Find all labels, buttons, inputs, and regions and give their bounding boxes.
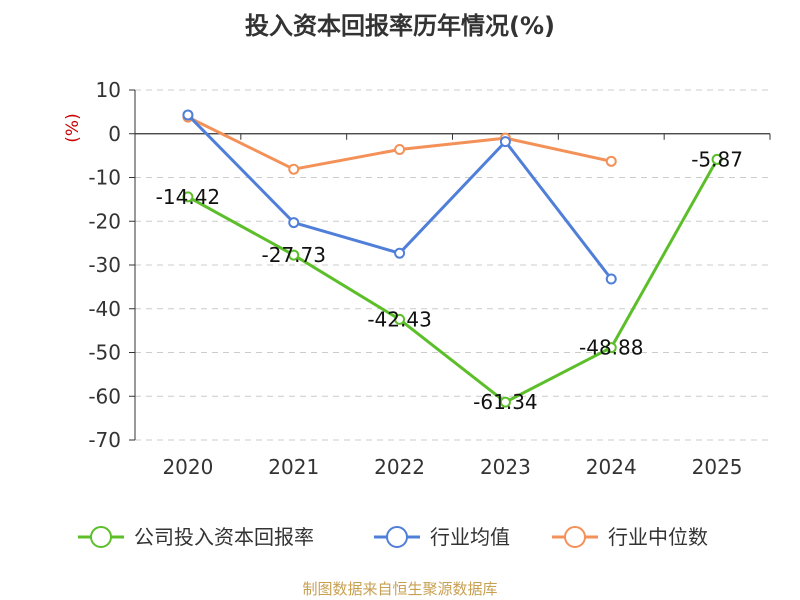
legend-label: 公司投入资本回报率: [134, 525, 314, 549]
x-tick-label: 2020: [162, 455, 213, 479]
legend-marker: [564, 526, 586, 548]
data-point: [711, 153, 723, 165]
y-axis-unit: (%): [63, 113, 83, 142]
x-tick-labels: 2020 2021 2022 2023 2024 2025: [162, 455, 742, 479]
y-tick-label: -10: [88, 166, 121, 190]
legend-label: 行业均值: [430, 525, 510, 549]
series-group: [182, 109, 723, 408]
legend-marker: [386, 526, 408, 548]
x-tick-label: 2021: [268, 455, 319, 479]
legend: 公司投入资本回报率 行业均值 行业中位数: [78, 525, 708, 549]
data-label: -27.73: [262, 243, 326, 267]
data-label: -61.34: [473, 390, 537, 414]
data-point: [394, 144, 406, 155]
data-point: [394, 313, 406, 325]
y-tick-label: -70: [88, 428, 121, 452]
data-point: [288, 249, 300, 261]
data-labels: -14.42 -27.73 -42.43 -61.34 -48.88 -5.87: [156, 147, 743, 414]
data-point: [605, 273, 617, 285]
axes: [129, 89, 771, 441]
data-point: [182, 191, 194, 203]
data-point: [499, 396, 511, 408]
y-tick-label: -30: [88, 253, 121, 277]
data-point: [288, 217, 300, 229]
data-label: -42.43: [367, 307, 431, 331]
y-tick-labels: 10 0 -10 -20 -30 -40 -50 -60 -70: [88, 78, 121, 452]
x-tick-label: 2022: [374, 455, 425, 479]
source-footer: 制图数据来自恒生聚源数据库: [302, 580, 498, 598]
grid-lines: [135, 89, 770, 441]
x-tick-label: 2025: [692, 455, 743, 479]
y-tick-label: 10: [96, 78, 121, 102]
y-tick-label: -60: [88, 384, 121, 408]
data-label: -5.87: [691, 147, 743, 171]
data-label: -14.42: [156, 185, 220, 209]
data-point: [499, 136, 511, 148]
y-tick-label: -40: [88, 297, 121, 321]
legend-label: 行业中位数: [608, 525, 708, 549]
x-tick-label: 2024: [586, 455, 637, 479]
data-label: -48.88: [579, 336, 643, 360]
series-line: [187, 158, 719, 404]
data-point: [605, 342, 617, 354]
data-point: [182, 109, 194, 121]
y-tick-label: -20: [88, 209, 121, 233]
y-tick-label: 0: [108, 122, 121, 146]
data-point: [394, 247, 406, 259]
y-tick-label: -50: [88, 341, 121, 365]
series-line: [187, 115, 612, 171]
chart-title: 投入资本回报率历年情况(%): [245, 12, 555, 40]
legend-marker: [90, 526, 112, 548]
x-tick-label: 2023: [480, 455, 531, 479]
data-point: [288, 163, 300, 175]
data-point: [605, 155, 617, 167]
